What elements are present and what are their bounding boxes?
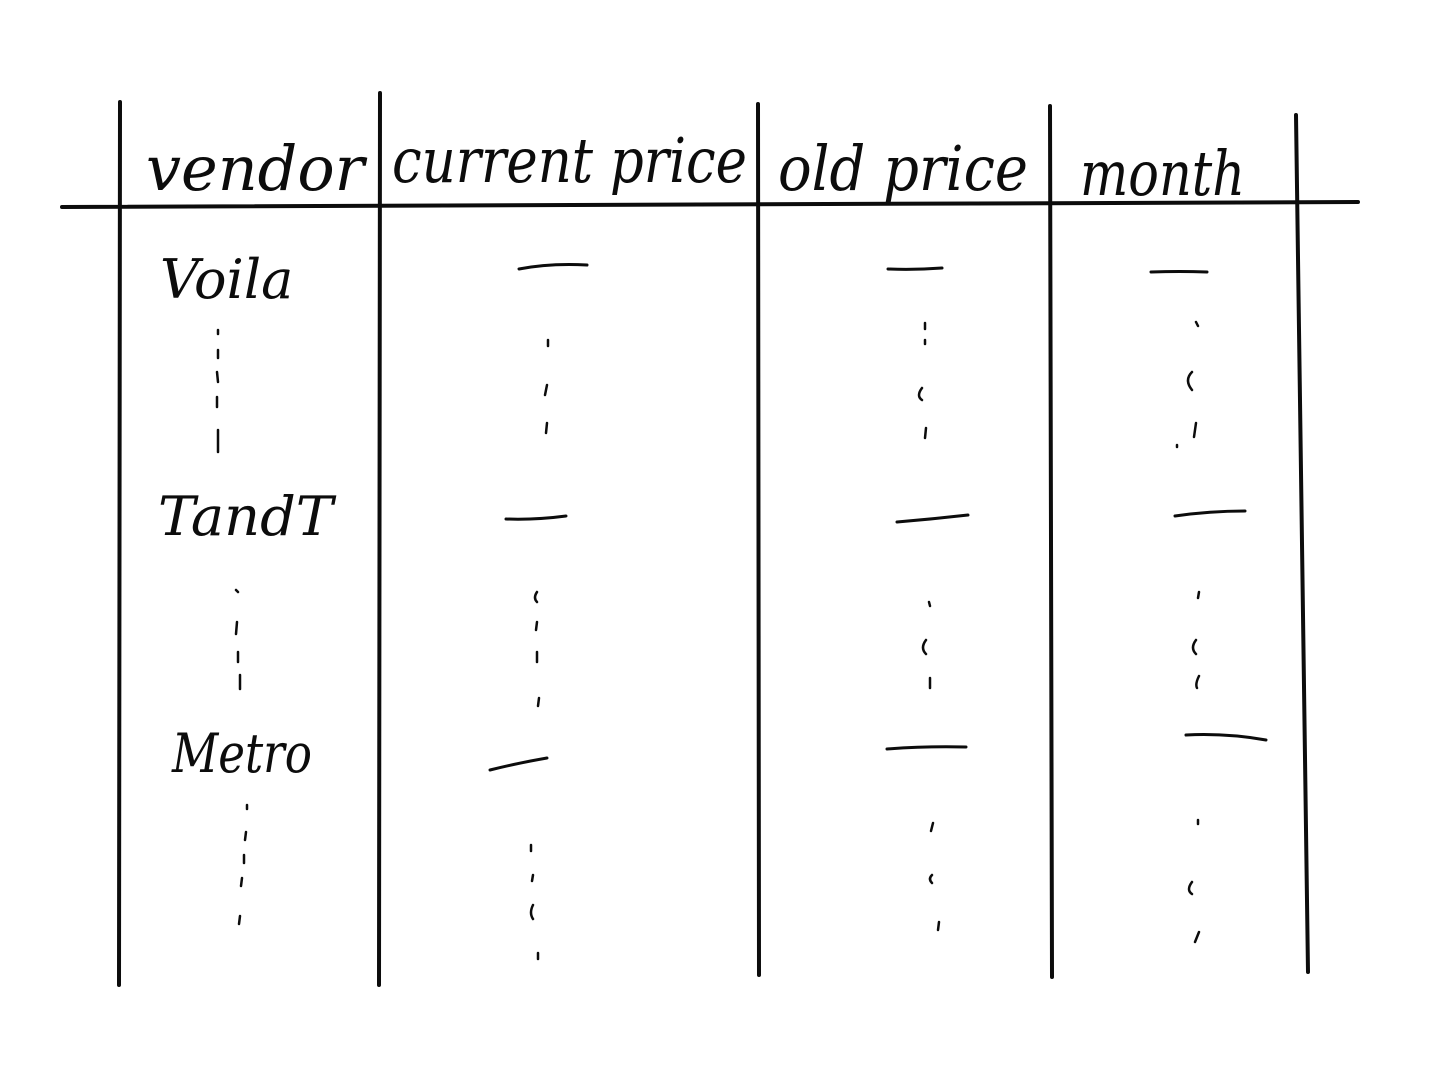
vendor-column: Voila TandT Metro	[158, 248, 337, 785]
dash-voila-old	[886, 266, 944, 271]
vendor-tandt: TandT	[158, 485, 337, 548]
header-rule	[60, 200, 1360, 209]
vendor-metro: Metro	[171, 722, 312, 785]
column-line-3	[756, 102, 761, 977]
continuation-marks	[215, 320, 1201, 961]
dash-tandt-month	[1173, 509, 1247, 518]
dash-voila-current	[517, 263, 589, 271]
dash-metro-month	[1184, 733, 1268, 742]
dash-metro-current	[488, 756, 549, 772]
dash-tandt-old	[895, 513, 970, 524]
header-old-price: old price	[778, 132, 1028, 205]
dash-voila-month	[1149, 270, 1209, 274]
header-month: month	[1080, 137, 1245, 210]
dash-tandt-current	[504, 514, 568, 521]
header-row: vendor current price old price month	[146, 124, 1245, 210]
column-line-2	[377, 91, 382, 987]
column-line-4	[1048, 104, 1054, 979]
cell-dashes	[488, 263, 1268, 772]
header-vendor: vendor	[146, 132, 368, 205]
vendor-voila: Voila	[160, 248, 293, 311]
table-grid	[60, 91, 1360, 987]
column-line-5	[1294, 113, 1310, 974]
dash-metro-old	[885, 745, 968, 751]
header-current-price: current price	[392, 124, 747, 197]
column-line-1	[117, 100, 122, 987]
